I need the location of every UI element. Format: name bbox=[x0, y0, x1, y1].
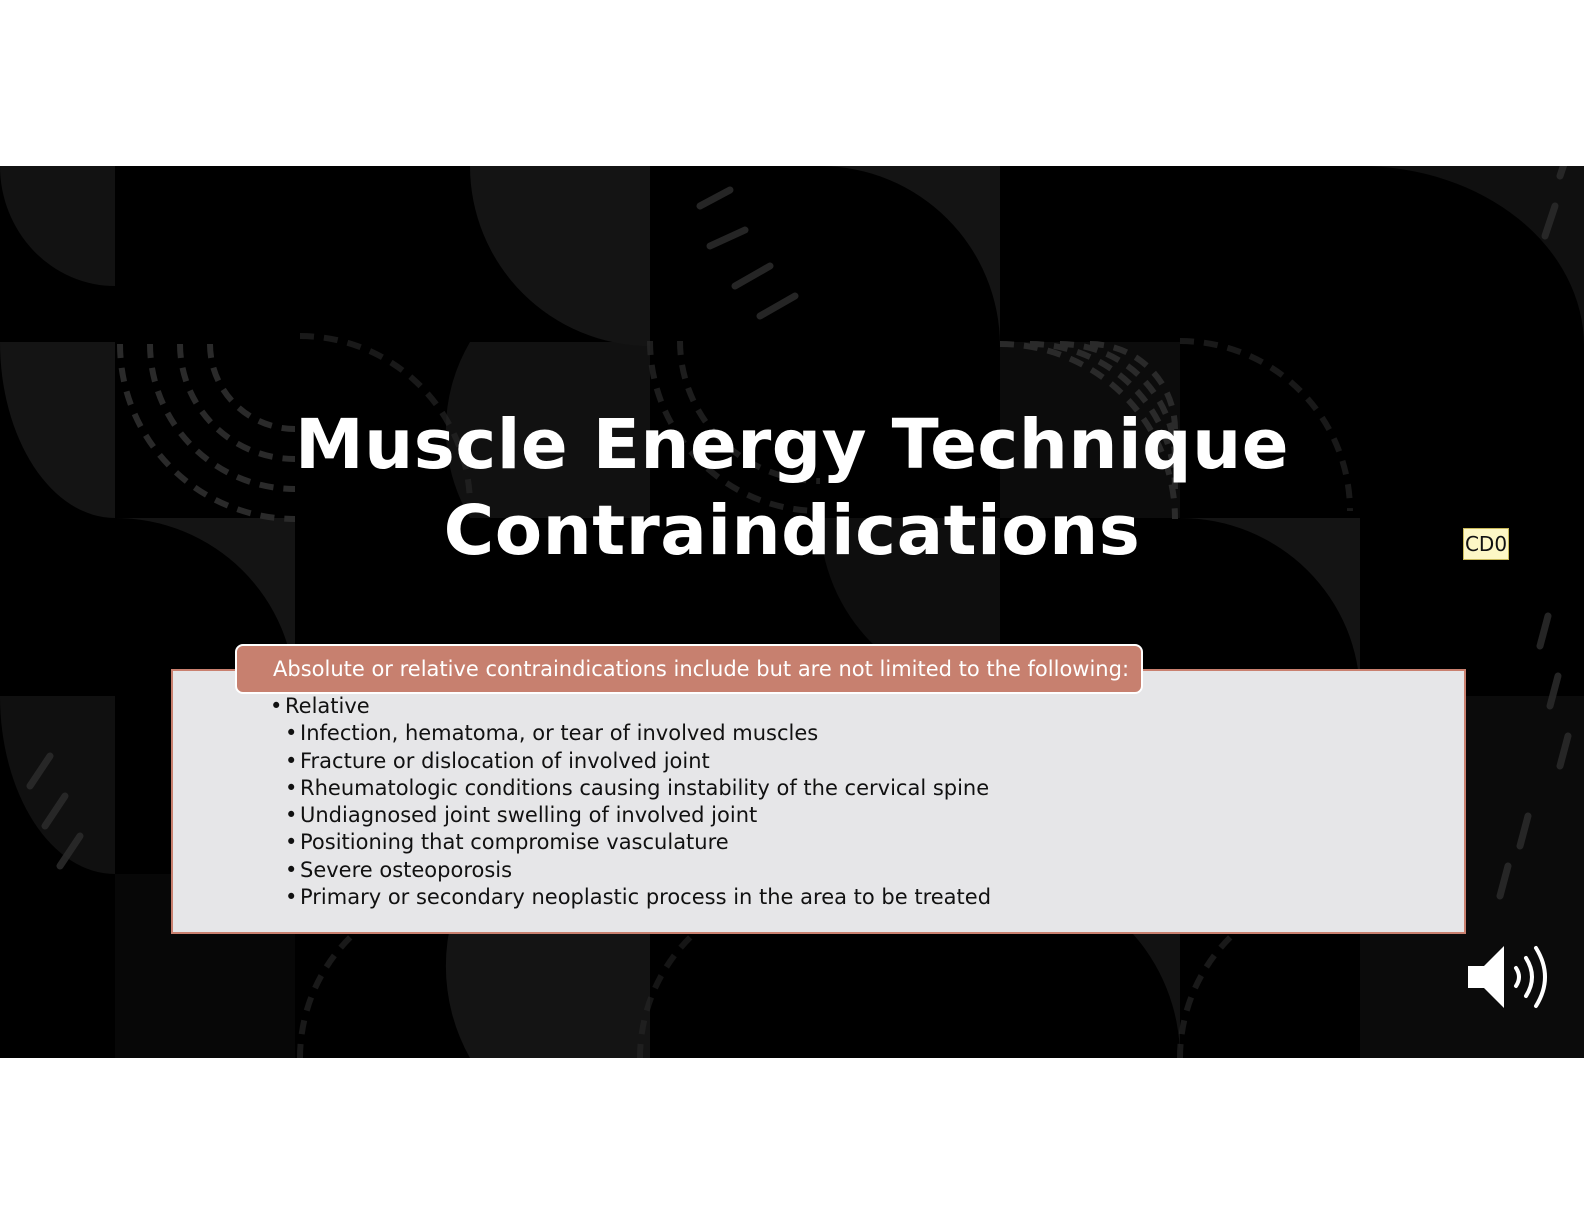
bullet-icon: • bbox=[285, 857, 298, 882]
bullet-icon: • bbox=[285, 775, 298, 800]
list-item-label: Infection, hematoma, or tear of involved… bbox=[300, 721, 819, 746]
list-item: • Rheumatologic conditions causing instab… bbox=[270, 775, 991, 802]
list-item: • Severe osteoporosis bbox=[270, 857, 991, 884]
contraindications-list: • Relative • Infection, hematoma, or tear … bbox=[270, 693, 991, 911]
list-item: • Positioning that compromise vasculature bbox=[270, 829, 991, 856]
list-item-label: Undiagnosed joint swelling of involved j… bbox=[300, 803, 758, 828]
list-item-label: Positioning that compromise vasculature bbox=[300, 830, 729, 855]
list-item-label: Relative bbox=[285, 694, 370, 718]
list-item: • Undiagnosed joint swelling of involved … bbox=[270, 802, 991, 829]
list-item-label: Severe osteoporosis bbox=[300, 857, 513, 882]
comment-marker[interactable]: CD0 bbox=[1463, 528, 1509, 560]
bullet-icon: • bbox=[285, 830, 298, 855]
content-header: Absolute or relative contraindications i… bbox=[235, 644, 1143, 694]
bullet-icon: • bbox=[285, 803, 298, 828]
bullet-icon: • bbox=[285, 748, 298, 773]
slide-title: Muscle Energy Technique Contraindication… bbox=[0, 402, 1584, 574]
bullet-icon: • bbox=[270, 694, 283, 718]
list-item: • Infection, hematoma, or tear of involve… bbox=[270, 720, 991, 747]
list-item-label: Rheumatologic conditions causing instabi… bbox=[300, 775, 990, 800]
bullet-icon: • bbox=[285, 885, 298, 910]
slide: Muscle Energy Technique Contraindication… bbox=[0, 166, 1584, 1058]
list-item-level1: • Relative bbox=[270, 693, 991, 720]
speaker-icon[interactable] bbox=[1464, 940, 1556, 1014]
list-item-label: Fracture or dislocation of involved join… bbox=[300, 748, 710, 773]
list-item-label: Primary or secondary neoplastic process … bbox=[300, 885, 992, 910]
list-item: • Fracture or dislocation of involved joi… bbox=[270, 748, 991, 775]
list-item: • Primary or secondary neoplastic process… bbox=[270, 884, 991, 911]
bullet-icon: • bbox=[285, 721, 298, 746]
content-box bbox=[171, 669, 1466, 934]
title-line-1: Muscle Energy Technique bbox=[294, 405, 1289, 485]
title-line-2: Contraindications bbox=[443, 491, 1141, 571]
